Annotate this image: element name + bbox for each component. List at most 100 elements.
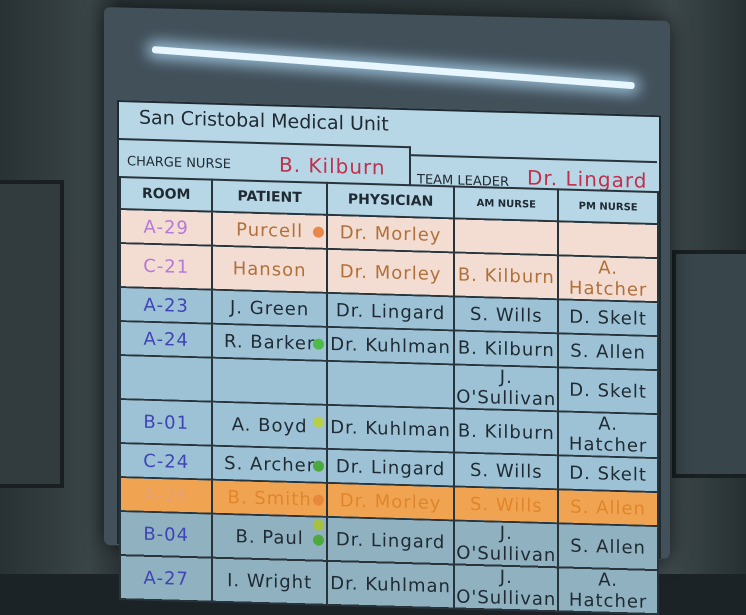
am-text: J. O'Sullivan [456, 366, 557, 411]
physician-text: Dr. Lingard [335, 299, 446, 324]
patient-text: B. Smith [227, 486, 312, 510]
physician-text: Dr. Kuhlman [330, 416, 451, 441]
cell-am: B. Kilburn [454, 330, 559, 368]
physician-text: Dr. Lingard [335, 528, 446, 553]
cell-am [454, 218, 559, 256]
room-text: A-29 [143, 216, 189, 239]
cell-patient [212, 357, 327, 405]
cell-pm: S. Allen [558, 489, 658, 527]
pm-text: A. Hatcher [568, 257, 648, 301]
cell-room: A-23 [120, 287, 213, 324]
status-dot-icon [312, 416, 324, 428]
cell-patient: Hanson [212, 245, 327, 293]
column-header-patient: PATIENT [212, 179, 327, 215]
status-dot-icon [312, 338, 324, 350]
cell-am: J. O'Sullivan [454, 364, 559, 412]
medical-whiteboard: San Cristobal Medical Unit CHARGE NURSE … [117, 100, 661, 615]
cell-patient: Purcell [212, 211, 327, 249]
cell-pm: D. Skelt [558, 299, 658, 337]
patient-table: ROOM PATIENT PHYSICIAN AM NURSE PM NURSE… [119, 176, 659, 615]
cell-room: B-04 [120, 511, 213, 558]
patient-text: Purcell [236, 218, 304, 242]
cell-physician: Dr. Lingard [326, 516, 455, 565]
cell-pm [558, 221, 658, 259]
column-header-am-nurse: AM NURSE [454, 186, 559, 222]
charge-nurse-label: CHARGE NURSE [127, 154, 231, 173]
am-text: S. Wills [469, 303, 543, 327]
cell-patient: R. Barker [212, 323, 327, 361]
cell-am: J. O'Sullivan [454, 564, 559, 612]
physician-text: Dr. Kuhlman [330, 333, 451, 358]
status-dot-icon [312, 494, 324, 506]
patient-text: R. Barker [223, 330, 316, 355]
pm-text: D. Skelt [569, 379, 647, 403]
cell-patient: I. Wright [212, 557, 327, 605]
cell-patient: B. Smith [212, 479, 327, 517]
cell-physician [326, 360, 455, 409]
cell-physician: Dr. Morley [326, 482, 455, 521]
room-text: A-24 [143, 328, 189, 351]
room-text: B-04 [143, 523, 190, 546]
cell-patient: B. Paul [212, 513, 327, 561]
charge-nurse-value: B. Kilburn [279, 152, 386, 180]
cell-pm: S. Allen [558, 333, 658, 371]
cell-room: A-26 [120, 477, 213, 514]
pm-text: S. Allen [570, 535, 646, 559]
room-text: A-26 [143, 484, 189, 507]
cell-patient: J. Green [212, 289, 327, 327]
patient-text: I. Wright [227, 569, 313, 593]
cell-room: A-27 [120, 555, 213, 602]
cell-physician: Dr. Morley [326, 214, 455, 253]
physician-text: Dr. Morley [339, 260, 442, 285]
wall-panel-right [672, 250, 746, 478]
cell-am: S. Wills [454, 296, 559, 334]
cell-physician: Dr. Morley [326, 248, 455, 297]
wall-panel-left [0, 180, 64, 488]
status-dot-icon [312, 226, 324, 238]
cell-pm: S. Allen [558, 523, 658, 571]
am-text: S. Wills [469, 493, 543, 517]
patient-text: J. Green [230, 296, 310, 320]
cell-physician: Dr. Kuhlman [326, 404, 455, 453]
am-text: B. Kilburn [457, 337, 555, 361]
cell-room: C-24 [120, 443, 213, 480]
cell-physician: Dr. Kuhlman [326, 326, 455, 365]
physician-text: Dr. Morley [339, 489, 442, 514]
cell-am: B. Kilburn [454, 408, 559, 456]
physician-text: Dr. Morley [339, 221, 442, 246]
physician-text: Dr. Lingard [335, 455, 446, 480]
cell-pm: D. Skelt [558, 367, 658, 415]
patient-text: S. Archer [224, 452, 316, 477]
am-text: S. Wills [469, 459, 543, 483]
physician-text: Dr. Kuhlman [330, 572, 451, 597]
am-text: J. O'Sullivan [456, 566, 557, 611]
cell-room: B-01 [120, 399, 213, 446]
column-header-pm-nurse: PM NURSE [558, 189, 658, 225]
status-dot-icon [312, 519, 324, 531]
cell-pm: A. Hatcher [558, 567, 658, 615]
pm-text: D. Skelt [569, 462, 647, 486]
cell-am: B. Kilburn [454, 252, 559, 300]
status-dot-icon [312, 460, 324, 472]
cell-am: S. Wills [454, 452, 559, 490]
patient-text: A. Boyd [231, 413, 308, 437]
cell-room [120, 355, 213, 402]
cell-pm: A. Hatcher [558, 411, 658, 459]
cell-physician: Dr. Kuhlman [326, 560, 455, 609]
cell-patient: A. Boyd [212, 401, 327, 449]
status-dot-icon [312, 534, 324, 546]
pm-text: A. Hatcher [568, 569, 648, 613]
cell-physician: Dr. Lingard [326, 448, 455, 487]
am-text: B. Kilburn [457, 420, 555, 444]
column-header-room: ROOM [120, 177, 213, 212]
room-text: B-01 [143, 411, 190, 434]
cell-pm: A. Hatcher [558, 255, 658, 303]
board-title: San Cristobal Medical Unit [139, 106, 389, 136]
pm-text: S. Allen [570, 340, 646, 364]
room-text: C-21 [143, 255, 190, 278]
patient-text: B. Paul [235, 525, 304, 549]
room-text: C-24 [143, 450, 190, 473]
column-header-physician: PHYSICIAN [326, 182, 455, 219]
patient-text: Hanson [232, 257, 307, 281]
cell-room: A-24 [120, 321, 213, 358]
